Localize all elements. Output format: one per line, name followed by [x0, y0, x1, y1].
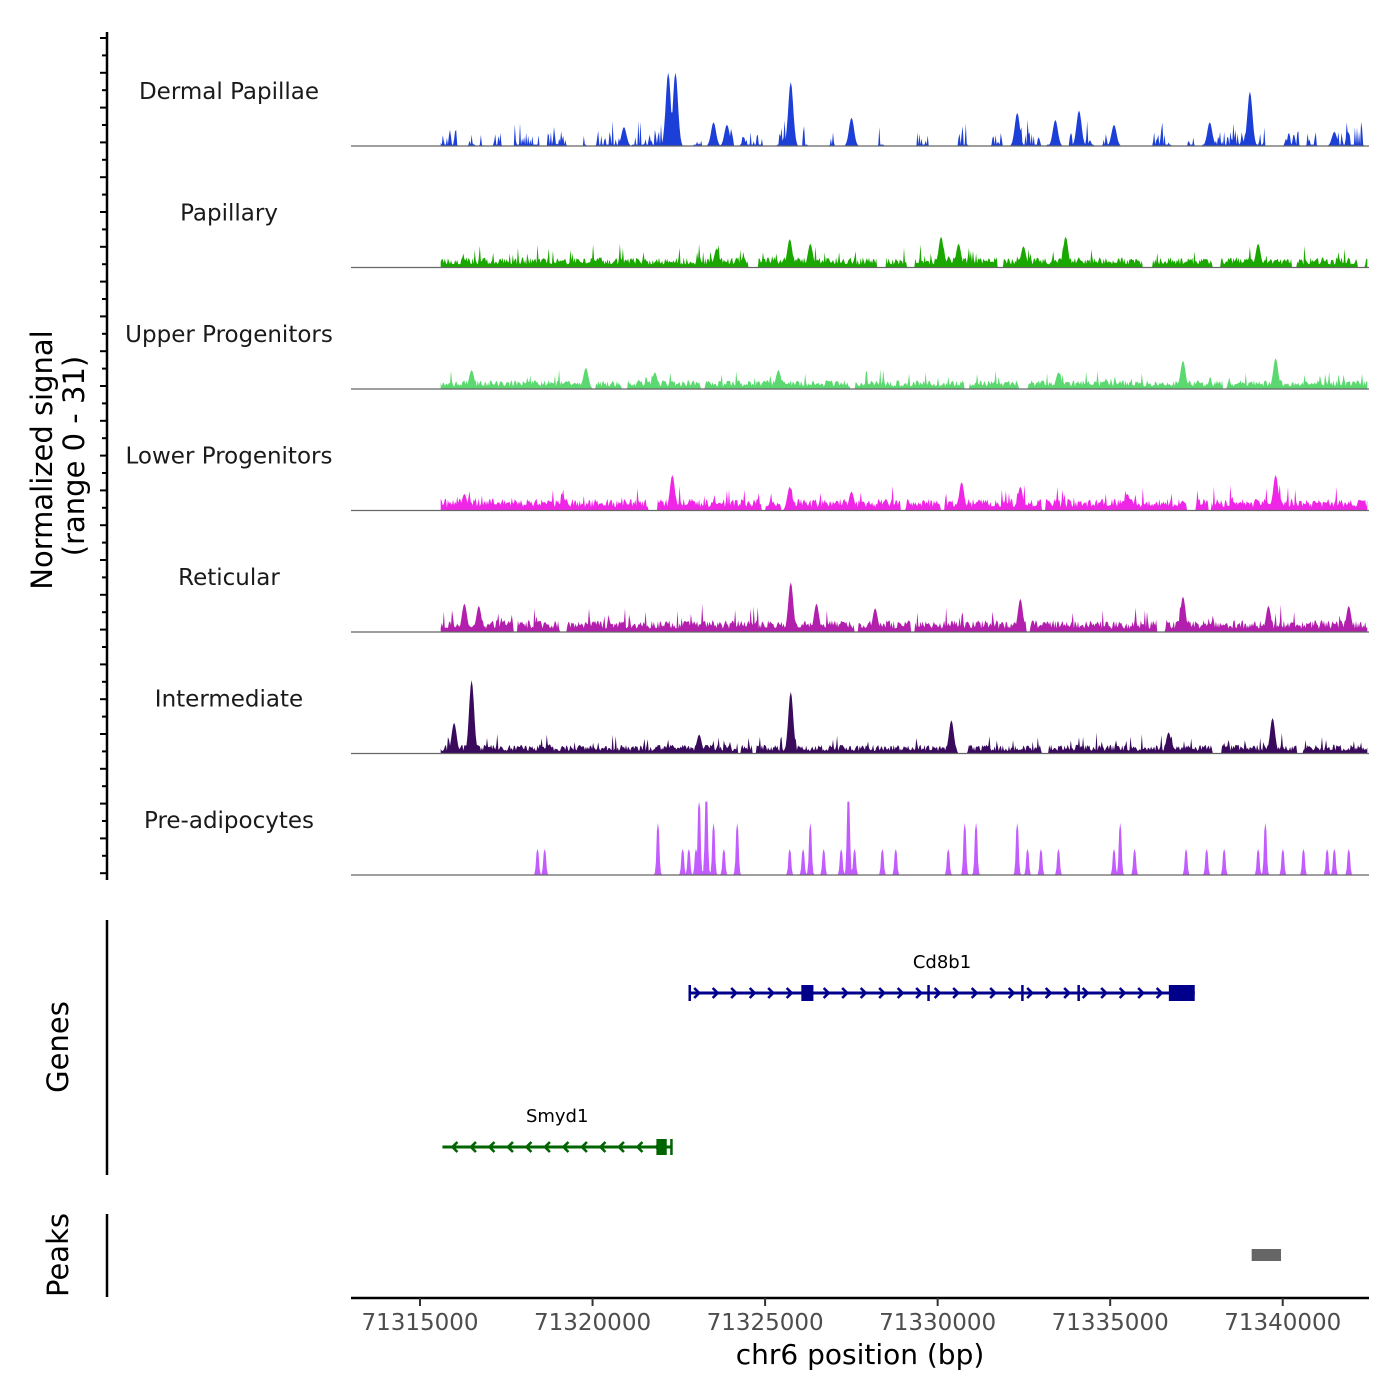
coverage-track: Papillary — [180, 201, 1369, 269]
gene-strand-arrow — [1044, 987, 1053, 999]
peaks-panel: Peaks — [41, 1213, 1282, 1297]
gene-strand-arrow — [598, 1141, 607, 1153]
coverage-tracks: Dermal Papillae Papillary Upper Progenitor… — [125, 72, 1369, 876]
x-axis-tick-label: 71320000 — [534, 1310, 651, 1336]
coverage-track-label: Intermediate — [155, 687, 303, 713]
gene-strand-arrow — [635, 1141, 644, 1153]
coverage-y-axis-title: Normalized signal — [25, 330, 59, 589]
x-axis-title: chr6 position (bp) — [736, 1338, 985, 1371]
coverage-y-axis-subtitle: (range 0 - 31) — [57, 356, 91, 556]
gene-strand-arrow — [878, 987, 887, 999]
gene-strand-arrow — [617, 1141, 625, 1153]
gene-exon — [1077, 985, 1080, 1001]
x-axis-ticks: 71315000 71320000 71325000 71330000 71335000… — [361, 1298, 1341, 1336]
coverage-area — [440, 358, 1368, 389]
gene-strand-arrow — [915, 987, 924, 999]
gene-strand-arrow — [711, 987, 720, 999]
coverage-track: Reticular — [178, 565, 1369, 633]
gene-exon — [801, 985, 814, 1001]
coverage-area — [440, 801, 1368, 875]
coverage-track-label: Papillary — [180, 201, 278, 227]
gene-strand-arrow — [970, 987, 979, 999]
coverage-panel: Normalized signal (range 0 - 31) Dermal … — [25, 32, 1369, 880]
coverage-track: Intermediate — [155, 680, 1369, 755]
coverage-track: Lower Progenitors — [126, 444, 1369, 512]
peak-region — [1251, 1249, 1282, 1261]
gene-strand-arrow — [506, 1141, 514, 1153]
gene-exon — [1021, 985, 1024, 1001]
gene-exon — [927, 985, 930, 1001]
x-axis-tick-label: 71340000 — [1224, 1310, 1341, 1336]
coverage-track-label: Upper Progenitors — [125, 322, 333, 348]
coverage-area — [440, 72, 1368, 146]
gene-strand-arrow — [1081, 987, 1090, 999]
gene-strand-arrow — [933, 987, 942, 999]
gene-strand-arrow — [450, 1141, 459, 1153]
gene-strand-arrow — [1118, 987, 1127, 999]
coverage-track-label: Reticular — [178, 565, 280, 591]
gene-strand-arrow — [1137, 987, 1146, 999]
gene-strand-arrow — [989, 987, 998, 999]
gene-strand-arrow — [580, 1141, 588, 1153]
gene-strand-arrow — [524, 1141, 533, 1153]
gene-strand-arrow — [1155, 987, 1164, 999]
coverage-area — [440, 236, 1368, 268]
gene-strand-arrow — [841, 987, 850, 999]
gene-strand-arrow — [952, 987, 961, 999]
coverage-track: Pre-adipocytes — [144, 801, 1369, 876]
gene-strand-arrow — [487, 1141, 496, 1153]
gene-model: Cd8b1 — [688, 952, 1195, 1001]
gene-strand-arrow — [767, 987, 776, 999]
x-axis-tick-label: 71335000 — [1052, 1310, 1169, 1336]
gene-exon — [656, 1139, 667, 1155]
x-axis-tick-label: 71315000 — [361, 1310, 478, 1336]
genes-y-axis-title: Genes — [41, 1001, 75, 1093]
coverage-area — [440, 680, 1368, 754]
coverage-track-label: Pre-adipocytes — [144, 808, 314, 834]
peak-items — [1251, 1249, 1282, 1261]
gene-exon — [688, 985, 691, 1001]
gene-exon — [1168, 985, 1195, 1001]
peaks-y-axis-title: Peaks — [41, 1213, 75, 1297]
gene-strand-arrow — [896, 987, 905, 999]
coverage-track: Upper Progenitors — [125, 322, 1369, 390]
coverage-area — [440, 475, 1368, 511]
gene-strand-arrow — [748, 987, 757, 999]
gene-strand-arrow — [561, 1141, 570, 1153]
x-axis-tick-label: 71325000 — [707, 1310, 824, 1336]
gene-model: Smyd1 — [442, 1106, 673, 1155]
x-axis-tick-label: 71330000 — [879, 1310, 996, 1336]
gene-exon — [670, 1139, 673, 1155]
gene-strand-arrow — [785, 987, 794, 999]
gene-strand-arrow — [1007, 987, 1016, 999]
gene-strand-arrow — [822, 987, 831, 999]
gene-label: Cd8b1 — [913, 952, 971, 973]
gene-strand-arrow — [859, 987, 868, 999]
gene-strand-arrow — [469, 1141, 477, 1153]
gene-strand-arrow — [1026, 987, 1035, 999]
coverage-track-label: Lower Progenitors — [126, 444, 333, 470]
genes-panel: Genes Cd8b1 Smyd1 — [41, 920, 1195, 1175]
coverage-area — [440, 582, 1368, 632]
gene-strand-arrow — [1100, 987, 1109, 999]
coverage-y-ticks — [100, 37, 107, 875]
gene-items: Cd8b1 Smyd1 — [442, 952, 1195, 1155]
x-axis: 71315000 71320000 71325000 71330000 71335000… — [351, 1296, 1369, 1371]
gene-strand-arrow — [730, 987, 739, 999]
coverage-track: Dermal Papillae — [139, 72, 1369, 147]
gene-strand-arrow — [543, 1141, 551, 1153]
coverage-track-label: Dermal Papillae — [139, 79, 319, 105]
gene-label: Smyd1 — [526, 1106, 589, 1127]
gene-strand-arrow — [1063, 987, 1072, 999]
gene-strand-arrow — [693, 987, 702, 999]
